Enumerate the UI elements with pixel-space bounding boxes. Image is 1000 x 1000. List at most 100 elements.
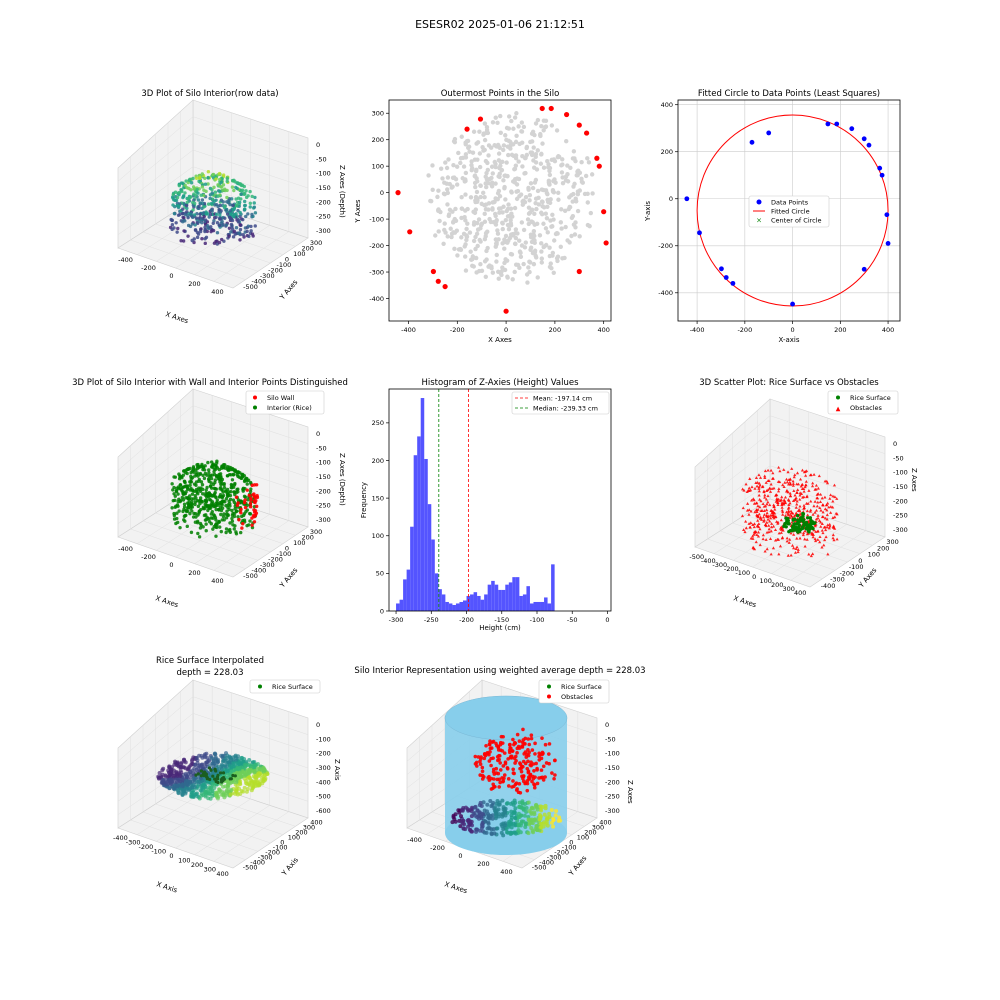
background-point — [556, 197, 561, 202]
surface-point — [200, 755, 205, 760]
obstacle-point — [754, 476, 759, 479]
background-point — [501, 147, 506, 153]
background-point — [469, 159, 474, 164]
obstacle-point — [515, 746, 520, 751]
p4-legend: Silo Wall Interior (Rice) — [245, 390, 325, 415]
histogram-bar — [484, 594, 488, 611]
obstacle-point — [764, 508, 769, 512]
obstacle-point — [794, 505, 798, 509]
data-point — [243, 207, 247, 211]
histogram-bar — [420, 398, 425, 611]
background-point — [466, 144, 472, 149]
background-point — [503, 233, 509, 239]
z-tick-label: 0 — [316, 721, 320, 729]
surface-point — [540, 804, 545, 809]
obstacle-point — [766, 500, 770, 504]
obstacle-point — [526, 770, 531, 775]
obstacle-point — [533, 741, 537, 746]
obstacle-point — [776, 501, 780, 504]
obstacle-point — [514, 788, 519, 792]
wall-point — [254, 504, 259, 509]
surface-point — [238, 779, 243, 784]
data-point — [190, 222, 195, 226]
background-point — [519, 120, 525, 125]
p6-title: 3D Scatter Plot: Rice Surface vs Obstacl… — [699, 378, 879, 388]
background-point — [532, 233, 537, 239]
rice-surface-point — [791, 524, 795, 528]
background-point — [482, 203, 487, 208]
rice-surface-point — [208, 777, 212, 782]
interior-point — [218, 502, 223, 506]
surface-point — [502, 807, 507, 812]
interior-point — [189, 530, 194, 535]
y-tick-label: 50 — [376, 570, 384, 578]
background-point — [477, 151, 483, 156]
y-tick-label: -200 — [658, 242, 673, 250]
background-point — [567, 195, 572, 200]
background-point — [538, 131, 543, 137]
obstacle-point — [525, 766, 530, 771]
x-tick-label: 300 — [783, 585, 795, 593]
background-point — [508, 206, 514, 211]
x-tick-label: 0 — [504, 326, 508, 334]
data-point — [181, 195, 185, 200]
background-point — [555, 231, 560, 236]
interior-point — [181, 498, 186, 502]
interior-point — [207, 497, 212, 502]
obstacle-point — [747, 508, 751, 512]
x-tick-label: 0 — [458, 852, 462, 860]
surface-point — [526, 817, 531, 822]
interior-point — [185, 506, 190, 510]
z-tick-label: 0 — [316, 430, 320, 438]
obstacle-point — [786, 513, 790, 517]
background-point — [528, 181, 534, 186]
grid-line — [192, 696, 309, 735]
background-point — [562, 208, 568, 214]
interior-point — [212, 467, 217, 471]
obstacle-point — [825, 525, 829, 529]
x-tick-label: 200 — [834, 326, 846, 334]
histogram-bar — [480, 599, 485, 611]
obstacle-point — [502, 751, 507, 755]
panel-histogram: Histogram of Z-Axies (Height) Values -30… — [360, 378, 612, 632]
data-point — [219, 198, 224, 202]
data-point — [246, 224, 251, 228]
data-point — [723, 275, 729, 280]
surface-point — [509, 825, 514, 830]
obstacle-point — [543, 742, 548, 747]
y-tick-label: 100 — [372, 532, 384, 540]
data-point — [225, 195, 229, 200]
p7-ylabel: Y Axis — [280, 856, 301, 878]
histogram-bar — [452, 604, 456, 611]
interior-point — [200, 483, 205, 487]
background-point — [517, 238, 522, 243]
y-tick-label: -200 — [554, 849, 569, 857]
obstacle-point — [535, 781, 540, 786]
obstacle-point — [815, 496, 820, 500]
background-point — [501, 178, 506, 183]
wall-point — [254, 499, 258, 503]
interior-point — [194, 483, 198, 487]
wall-point — [248, 501, 253, 506]
background-point — [452, 218, 457, 223]
background-point — [560, 256, 565, 261]
obstacle-point — [813, 523, 817, 527]
interior-point — [217, 495, 222, 499]
interior-point — [175, 511, 179, 515]
surface-point — [198, 776, 203, 781]
obstacle-point — [821, 510, 825, 514]
histogram-bar — [515, 577, 520, 611]
obstacle-point — [820, 528, 824, 532]
background-point — [495, 228, 500, 233]
surface-point — [212, 785, 217, 790]
surface-point — [265, 771, 270, 776]
z-tick-label: -500 — [316, 793, 331, 801]
surface-point — [485, 802, 490, 807]
p5-ylabel: Frequency — [360, 482, 368, 518]
obstacle-point — [795, 502, 799, 506]
p7-surface — [156, 751, 270, 801]
interior-point — [214, 495, 218, 500]
surface-point — [230, 755, 235, 760]
surface-point — [234, 789, 239, 794]
wall-point — [243, 498, 247, 502]
